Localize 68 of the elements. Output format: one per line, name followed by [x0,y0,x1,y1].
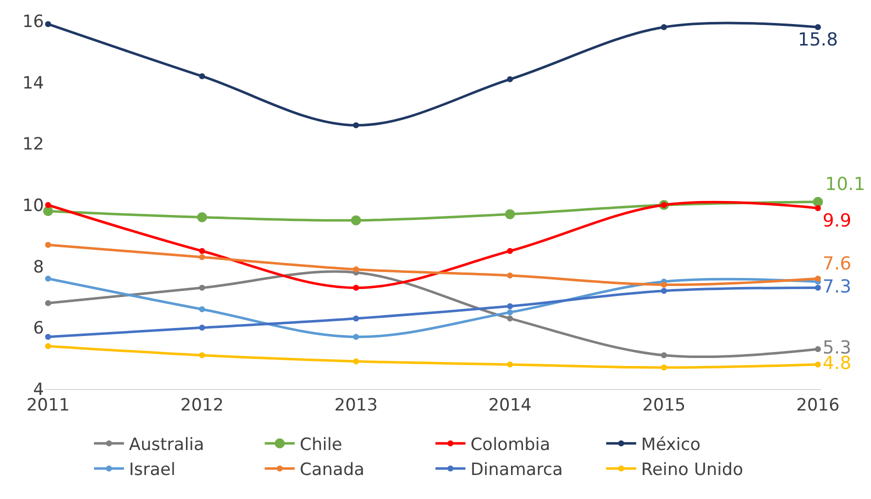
point [199,73,206,80]
point [506,315,513,322]
point [506,303,513,310]
point [45,343,52,350]
legend-label: Reino Unido [641,460,744,480]
data-label: 9.9 [822,210,852,232]
point [660,288,667,294]
point [506,272,513,279]
point [660,352,667,358]
point [199,284,206,291]
point [353,358,360,364]
point [45,276,52,282]
point [660,282,667,288]
point [506,361,513,368]
legend-label: Colombia [470,434,550,455]
point [45,21,52,28]
point [353,284,360,291]
point [197,212,208,222]
x-tick-label: 2013 [334,395,378,416]
point [353,266,360,272]
point [353,122,360,128]
point [43,206,54,216]
point [199,352,206,358]
point [506,76,513,82]
y-tick-label: 16 [22,12,44,32]
y-tick-label: 14 [22,73,44,94]
point [199,324,206,331]
y-tick-label: 12 [22,134,44,155]
y-tick-label: 6 [33,318,44,339]
point [351,215,362,226]
point [814,24,821,30]
x-tick-label: 2014 [488,395,532,416]
point [814,361,821,368]
point [504,209,515,220]
point [45,300,52,306]
x-tick-label: 2011 [26,395,70,416]
data-label: 10.1 [825,174,866,196]
y-tick-label: 8 [33,257,44,278]
point [199,254,206,260]
point [353,315,360,322]
data-label: 15.8 [798,29,838,50]
point [506,309,513,316]
legend-label: Dinamarca [470,460,563,480]
point [353,334,360,340]
x-tick-label: 2012 [180,395,224,416]
data-label: 7.6 [822,253,852,274]
point [814,284,821,291]
point [45,202,52,208]
point [45,334,52,340]
point [814,205,821,212]
point [199,248,206,254]
legend-label: Chile [300,434,342,455]
point [45,242,52,248]
point [199,306,206,312]
y-tick-label: 10 [22,196,44,216]
legend-label: Australia [129,434,204,455]
x-tick-label: 2016 [796,395,840,416]
x-tick-label: 2015 [642,395,686,416]
legend-label: Canada [300,460,364,480]
point [506,248,513,254]
point [812,196,823,207]
point [660,24,667,30]
point [814,276,821,282]
point [660,364,667,371]
legend-label: Israel [129,460,176,480]
data-label: 7.3 [822,276,852,298]
point [814,346,821,352]
legend-label: México [641,434,701,455]
